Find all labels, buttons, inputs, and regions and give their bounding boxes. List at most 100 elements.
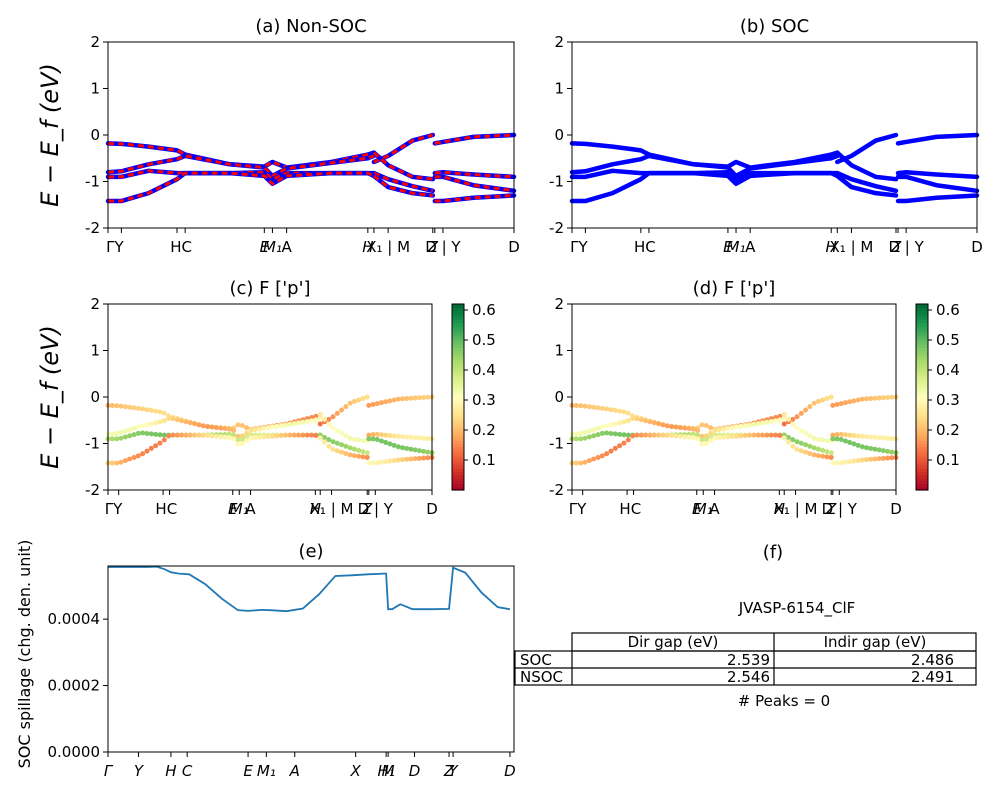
- band-point-c: [257, 426, 263, 432]
- band-point-d: [608, 407, 614, 413]
- ytick-label-e: 0.0000: [48, 743, 101, 761]
- ytick-label-a: 2: [90, 33, 100, 51]
- band-point-c: [391, 397, 397, 403]
- colorbar-segment-c: [452, 434, 464, 438]
- colorbar-segment-d: [916, 350, 928, 355]
- colorbar-segment-d: [916, 421, 928, 426]
- band-point-c: [339, 442, 345, 448]
- band-point-d: [872, 456, 878, 462]
- band-point-d: [864, 396, 870, 402]
- band-point-d: [807, 451, 813, 457]
- band-point-c: [356, 447, 362, 453]
- band-point-d: [586, 404, 592, 410]
- xtick-label-d: ΓY: [569, 500, 587, 518]
- band-point-c: [153, 431, 159, 437]
- band-point-d: [591, 433, 597, 439]
- table-header-cell: Indir gap (eV): [824, 633, 927, 651]
- band-point-d: [868, 456, 874, 462]
- colorbar-segment-d: [916, 418, 928, 423]
- colorbar-segment-c: [452, 372, 464, 376]
- ytick-label-a: 0: [90, 126, 100, 144]
- band-point-c: [231, 432, 237, 438]
- band-point-d: [880, 395, 886, 401]
- ytick-label-a: -2: [85, 219, 100, 237]
- ytick-label-d: -1: [549, 435, 564, 453]
- colorbar-segment-c: [452, 316, 464, 321]
- band-point-c: [226, 435, 232, 441]
- band-point-d: [828, 450, 834, 456]
- band-point-d: [781, 435, 787, 441]
- band-point-c: [231, 428, 237, 434]
- colorbar-segment-d: [916, 452, 928, 457]
- band-point-c: [252, 435, 258, 441]
- band-point-c: [222, 426, 228, 432]
- band-point-d: [621, 440, 627, 446]
- band-point-d: [699, 441, 705, 447]
- colorbar-segment-d: [916, 480, 928, 485]
- band-point-c: [374, 437, 380, 443]
- band-point-c: [153, 420, 159, 426]
- band-point-d: [638, 432, 644, 438]
- band-point-d: [798, 440, 804, 446]
- band-point-c: [400, 457, 406, 463]
- band-point-d: [868, 434, 874, 440]
- band-point-d: [790, 443, 796, 449]
- xtick-label-e: M: [382, 762, 395, 780]
- band-point-c: [153, 443, 159, 449]
- band-point-d: [773, 432, 779, 438]
- band-point-c: [366, 436, 372, 442]
- colorbar-segment-d: [916, 415, 928, 420]
- xtick-label-a: ΓY: [106, 238, 124, 256]
- band-point-d: [695, 436, 701, 442]
- colorbar-segment-c: [452, 319, 464, 324]
- band-point-d: [847, 439, 853, 445]
- band-point-d: [872, 434, 878, 440]
- panel-title-f: (f): [763, 542, 783, 563]
- band-point-c: [265, 425, 271, 431]
- band-point-d: [699, 422, 705, 428]
- band-point-c: [404, 434, 410, 440]
- band-point-c: [244, 438, 250, 444]
- colorbar-tick-label-c: 0.5: [472, 331, 496, 349]
- band-point-d: [721, 426, 727, 432]
- y-axis-label-a: E − E_f (eV): [36, 63, 64, 207]
- band-point-c: [248, 427, 254, 433]
- band-point-d: [608, 430, 614, 436]
- xtick-label-d: D: [890, 500, 902, 518]
- band-point-d: [599, 430, 605, 436]
- band-point-c: [192, 421, 198, 427]
- colorbar-tick-label-d: 0.4: [936, 361, 960, 379]
- colorbar-segment-d: [916, 390, 928, 395]
- band-point-c: [313, 432, 319, 438]
- band-point-d: [695, 428, 701, 434]
- colorbar-segment-c: [452, 341, 464, 345]
- band-point-c: [360, 395, 366, 401]
- band-point-d: [604, 451, 610, 457]
- band-point-c: [213, 425, 219, 431]
- band-point-d: [669, 432, 675, 438]
- colorbar-segment-c: [452, 322, 464, 327]
- band-point-c: [343, 451, 349, 457]
- band-point-d: [777, 417, 783, 423]
- panel-title-b: (b) SOC: [740, 16, 809, 37]
- band-point-d: [855, 433, 861, 439]
- band-point-c: [213, 433, 219, 439]
- band-point-d: [612, 445, 618, 451]
- band-point-d: [617, 443, 623, 449]
- band-point-c: [114, 436, 120, 442]
- band-point-d: [660, 432, 666, 438]
- band-point-d: [621, 432, 627, 438]
- band-point-d: [834, 460, 840, 466]
- band-point-d: [794, 447, 800, 453]
- band-point-d: [708, 434, 714, 440]
- band-point-d: [742, 433, 748, 439]
- band-point-d: [738, 433, 744, 439]
- xtick-label-c: M₁: [230, 500, 249, 518]
- band-point-d: [582, 435, 588, 441]
- band-point-c: [144, 407, 150, 413]
- band-point-d: [872, 395, 878, 401]
- xtick-label-a: E: [260, 238, 270, 256]
- band-point-d: [612, 431, 618, 437]
- ytick-label-c: 2: [90, 295, 100, 313]
- xtick-label-d: Z: [825, 500, 837, 518]
